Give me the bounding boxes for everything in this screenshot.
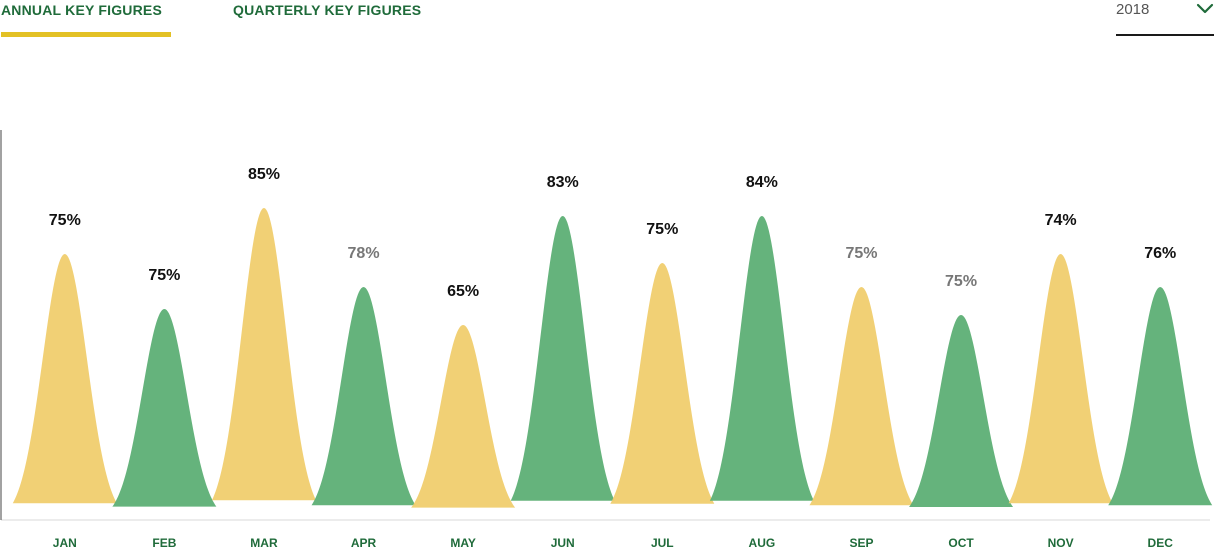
peak-may[interactable] xyxy=(411,325,516,508)
value-label-apr: 78% xyxy=(348,245,380,262)
peak-jul[interactable] xyxy=(610,263,715,504)
year-dropdown-value: 2018 xyxy=(1116,1,1150,18)
month-label-nov: NOV xyxy=(1048,536,1074,550)
tab-annual-key-figures[interactable]: ANNUAL KEY FIGURES xyxy=(1,2,162,18)
peak-dec[interactable] xyxy=(1108,287,1213,506)
year-dropdown[interactable]: 2018 xyxy=(1116,0,1214,36)
peak-jun[interactable] xyxy=(510,216,615,501)
value-label-aug: 84% xyxy=(746,174,778,191)
value-label-jul: 75% xyxy=(646,221,678,238)
peak-apr[interactable] xyxy=(311,287,416,506)
peak-nov[interactable] xyxy=(1008,254,1113,504)
active-tab-indicator xyxy=(1,32,171,37)
peak-oct[interactable] xyxy=(909,315,1014,508)
month-label-apr: APR xyxy=(351,536,377,550)
tab-quarterly-key-figures[interactable]: QUARTERLY KEY FIGURES xyxy=(233,2,422,18)
peak-sep[interactable] xyxy=(809,287,914,506)
value-label-mar: 85% xyxy=(248,166,280,183)
value-label-dec: 76% xyxy=(1144,245,1176,262)
peak-mar[interactable] xyxy=(211,208,316,501)
value-label-feb: 75% xyxy=(148,267,180,284)
month-label-mar: MAR xyxy=(250,536,278,550)
peak-jan[interactable] xyxy=(12,254,117,504)
value-label-jun: 83% xyxy=(547,174,579,191)
month-label-jun: JUN xyxy=(551,536,575,550)
month-label-sep: SEP xyxy=(849,536,873,550)
chevron-down-icon xyxy=(1196,3,1214,14)
month-label-jul: JUL xyxy=(651,536,674,550)
peak-feb[interactable] xyxy=(112,309,217,507)
month-label-dec: DEC xyxy=(1148,536,1174,550)
peak-aug[interactable] xyxy=(709,216,814,501)
value-label-jan: 75% xyxy=(49,212,81,229)
value-label-sep: 75% xyxy=(845,245,877,262)
value-label-may: 65% xyxy=(447,283,479,300)
value-label-nov: 74% xyxy=(1045,212,1077,229)
month-label-aug: AUG xyxy=(749,536,776,550)
month-label-may: MAY xyxy=(450,536,476,550)
month-label-feb: FEB xyxy=(152,536,176,550)
month-label-jan: JAN xyxy=(53,536,77,550)
value-label-oct: 75% xyxy=(945,273,977,290)
month-label-oct: OCT xyxy=(948,536,974,550)
